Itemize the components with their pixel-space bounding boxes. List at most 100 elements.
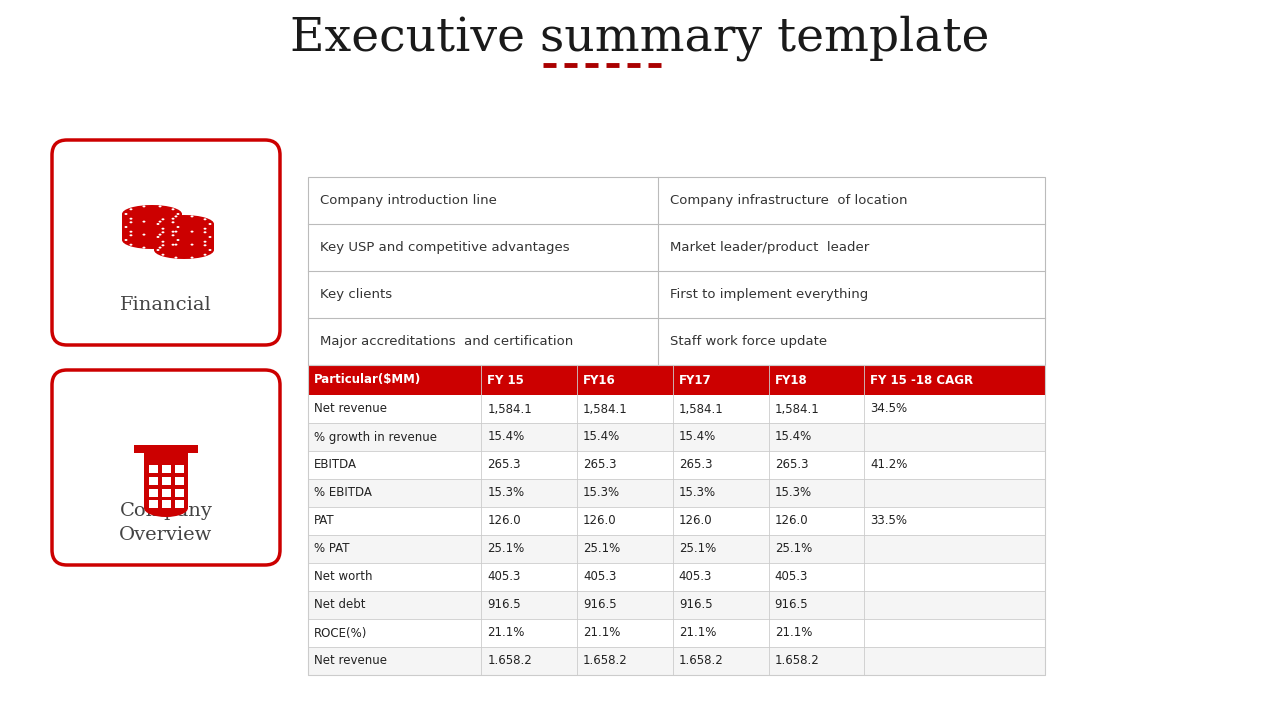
Ellipse shape [161, 231, 164, 233]
Text: 25.1%: 25.1% [488, 542, 525, 556]
Ellipse shape [143, 499, 188, 517]
Text: FY17: FY17 [678, 374, 712, 387]
Bar [148, 489, 157, 497]
Bar [143, 453, 188, 508]
Bar [174, 489, 183, 497]
Text: % growth in revenue: % growth in revenue [314, 431, 436, 444]
Ellipse shape [142, 247, 146, 248]
Ellipse shape [142, 231, 146, 233]
Ellipse shape [204, 240, 206, 243]
Text: 15.4%: 15.4% [774, 431, 812, 444]
Bar [308, 365, 1044, 675]
Text: 34.5%: 34.5% [870, 402, 908, 415]
Ellipse shape [159, 205, 161, 207]
Text: 1.658.2: 1.658.2 [488, 654, 532, 667]
Ellipse shape [191, 228, 193, 230]
Text: 405.3: 405.3 [582, 570, 617, 583]
Ellipse shape [174, 256, 178, 258]
Ellipse shape [209, 236, 211, 238]
Ellipse shape [172, 234, 174, 236]
Bar [122, 214, 182, 227]
Bar [174, 465, 183, 473]
Bar [308, 479, 1044, 507]
Text: 15.4%: 15.4% [582, 431, 621, 444]
Bar [174, 500, 183, 508]
Ellipse shape [142, 233, 146, 235]
Text: % PAT: % PAT [314, 542, 349, 556]
Text: 1,584.1: 1,584.1 [488, 402, 532, 415]
Ellipse shape [124, 213, 128, 215]
Text: 25.1%: 25.1% [678, 542, 716, 556]
Bar [134, 445, 198, 453]
Text: 126.0: 126.0 [678, 515, 713, 528]
Bar [308, 647, 1044, 675]
Bar [154, 237, 214, 250]
Text: Net revenue: Net revenue [314, 654, 387, 667]
Ellipse shape [159, 233, 161, 235]
Bar [308, 563, 1044, 591]
Text: FY 15 -18 CAGR: FY 15 -18 CAGR [870, 374, 974, 387]
Text: 15.3%: 15.3% [582, 487, 620, 500]
Ellipse shape [204, 231, 206, 233]
Ellipse shape [124, 226, 128, 228]
Text: 15.4%: 15.4% [488, 431, 525, 444]
Text: 25.1%: 25.1% [582, 542, 621, 556]
Ellipse shape [174, 215, 178, 217]
Ellipse shape [191, 241, 193, 243]
Text: 1.658.2: 1.658.2 [678, 654, 723, 667]
Bar [308, 619, 1044, 647]
Ellipse shape [159, 220, 161, 222]
Ellipse shape [159, 247, 161, 248]
Ellipse shape [191, 230, 193, 233]
Ellipse shape [172, 243, 174, 246]
Text: Key clients: Key clients [320, 288, 392, 301]
Text: 1.658.2: 1.658.2 [774, 654, 819, 667]
Text: 126.0: 126.0 [488, 515, 521, 528]
Bar [308, 423, 1044, 451]
Ellipse shape [154, 228, 214, 246]
Ellipse shape [129, 230, 132, 233]
Text: 21.1%: 21.1% [488, 626, 525, 639]
Ellipse shape [204, 218, 206, 220]
Ellipse shape [172, 208, 174, 210]
Text: Key USP and competitive advantages: Key USP and competitive advantages [320, 241, 570, 254]
Bar [161, 489, 170, 497]
Text: 405.3: 405.3 [774, 570, 808, 583]
Text: 1,584.1: 1,584.1 [582, 402, 627, 415]
Ellipse shape [161, 244, 164, 246]
Text: Net worth: Net worth [314, 570, 372, 583]
Ellipse shape [177, 213, 179, 215]
Text: Market leader/product  leader: Market leader/product leader [669, 241, 869, 254]
Text: Net debt: Net debt [314, 598, 366, 611]
Bar [308, 507, 1044, 535]
Bar [308, 591, 1044, 619]
Text: Staff work force update: Staff work force update [669, 335, 827, 348]
Text: % EBITDA: % EBITDA [314, 487, 372, 500]
FancyBboxPatch shape [52, 140, 280, 345]
Bar [148, 477, 157, 485]
Ellipse shape [129, 243, 132, 246]
Ellipse shape [156, 249, 160, 251]
Text: 25.1%: 25.1% [774, 542, 812, 556]
Ellipse shape [161, 228, 164, 230]
Text: FY 15: FY 15 [488, 374, 524, 387]
Ellipse shape [209, 223, 211, 225]
Text: 405.3: 405.3 [678, 570, 712, 583]
Ellipse shape [156, 223, 160, 225]
Text: 15.3%: 15.3% [774, 487, 812, 500]
Bar [148, 465, 157, 473]
Text: 41.2%: 41.2% [870, 459, 908, 472]
Bar [161, 465, 170, 473]
FancyBboxPatch shape [52, 370, 280, 565]
Ellipse shape [204, 228, 206, 230]
Text: Particular($MM): Particular($MM) [314, 374, 421, 387]
Ellipse shape [142, 220, 146, 222]
Text: Company infrastructure  of location: Company infrastructure of location [669, 194, 908, 207]
Text: EBITDA: EBITDA [314, 459, 357, 472]
Text: 916.5: 916.5 [774, 598, 808, 611]
Ellipse shape [172, 217, 174, 220]
Text: 21.1%: 21.1% [582, 626, 621, 639]
Ellipse shape [154, 241, 214, 259]
Ellipse shape [191, 243, 193, 246]
Ellipse shape [161, 253, 164, 256]
